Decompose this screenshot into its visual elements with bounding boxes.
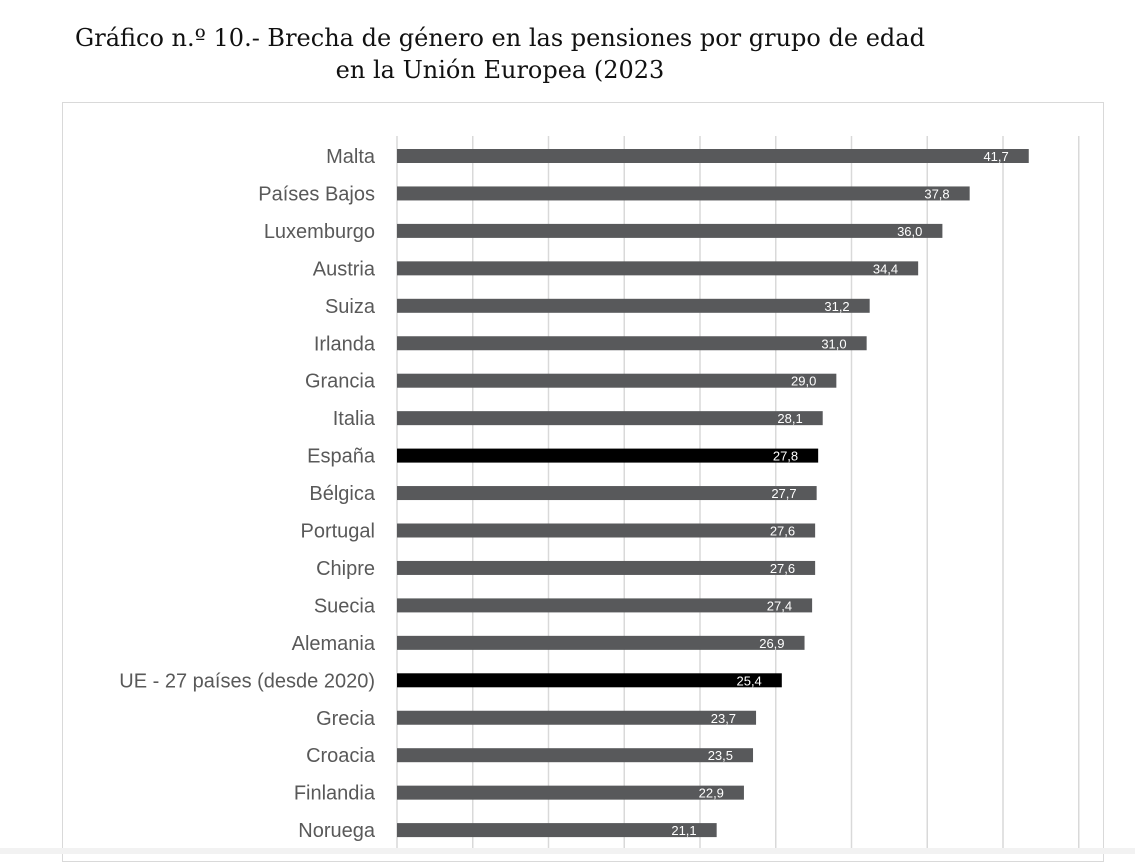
data-label: 22,9 — [699, 786, 724, 801]
bar — [397, 823, 717, 838]
data-label: 25,4 — [736, 673, 761, 688]
data-label: 34,4 — [873, 261, 898, 276]
data-label: 36,0 — [897, 224, 922, 239]
category-label: Suecia — [314, 595, 376, 617]
category-label: UE - 27 países (desde 2020) — [119, 670, 375, 692]
bar — [397, 411, 823, 426]
category-label: Grancia — [305, 371, 376, 393]
category-label: Suiza — [325, 296, 376, 318]
category-label: Portugal — [301, 521, 376, 543]
data-label: 37,8 — [924, 186, 949, 201]
data-label: 31,0 — [821, 336, 846, 351]
category-label: Luxemburgo — [264, 221, 375, 243]
data-label: 31,2 — [824, 299, 849, 314]
bar — [397, 223, 943, 238]
category-label: Croacia — [306, 745, 376, 767]
chart-title-line-2: en la Unión Europea (2023 — [335, 56, 665, 84]
data-label: 21,1 — [671, 823, 696, 838]
bar — [397, 298, 870, 313]
bar — [397, 710, 757, 725]
category-label: Italia — [333, 408, 376, 430]
chart-title: Gráfico n.º 10.- Brecha de género en las… — [0, 22, 1000, 86]
category-label: Alemania — [292, 633, 376, 655]
bar — [397, 598, 813, 613]
bar — [397, 373, 837, 388]
data-label: 27,4 — [767, 598, 792, 613]
page-bottom-edge — [0, 848, 1135, 854]
category-label: Chipre — [316, 558, 375, 580]
bar — [397, 673, 782, 688]
data-label: 27,7 — [771, 486, 796, 501]
category-label: Noruega — [298, 820, 376, 842]
data-label: 23,7 — [711, 711, 736, 726]
bar — [397, 336, 867, 351]
category-label: Países Bajos — [258, 183, 375, 205]
data-label: 27,6 — [770, 561, 795, 576]
data-label: 23,5 — [708, 748, 733, 763]
category-label: Irlanda — [314, 333, 376, 355]
bar — [397, 261, 919, 276]
data-label: 28,1 — [777, 411, 802, 426]
bar — [397, 560, 816, 575]
category-label: Austria — [313, 258, 376, 280]
chart-title-line-1: Gráfico n.º 10.- Brecha de género en las… — [75, 24, 925, 52]
data-label: 27,8 — [773, 449, 798, 464]
data-label: 29,0 — [791, 374, 816, 389]
category-label: España — [307, 446, 376, 468]
bar — [397, 186, 970, 201]
category-label: Malta — [326, 146, 376, 168]
bar — [397, 486, 817, 501]
category-label: Finlandia — [294, 783, 376, 805]
category-label: Grecia — [316, 708, 376, 730]
bar — [397, 523, 816, 538]
category-label: Bélgica — [309, 483, 375, 505]
bar — [397, 149, 1029, 163]
bar — [397, 448, 819, 463]
data-label: 26,9 — [759, 636, 784, 651]
data-label: 27,6 — [770, 524, 795, 539]
bar — [397, 635, 805, 650]
bar — [397, 785, 744, 800]
bar — [397, 748, 754, 763]
data-label: 41,7 — [983, 149, 1008, 164]
